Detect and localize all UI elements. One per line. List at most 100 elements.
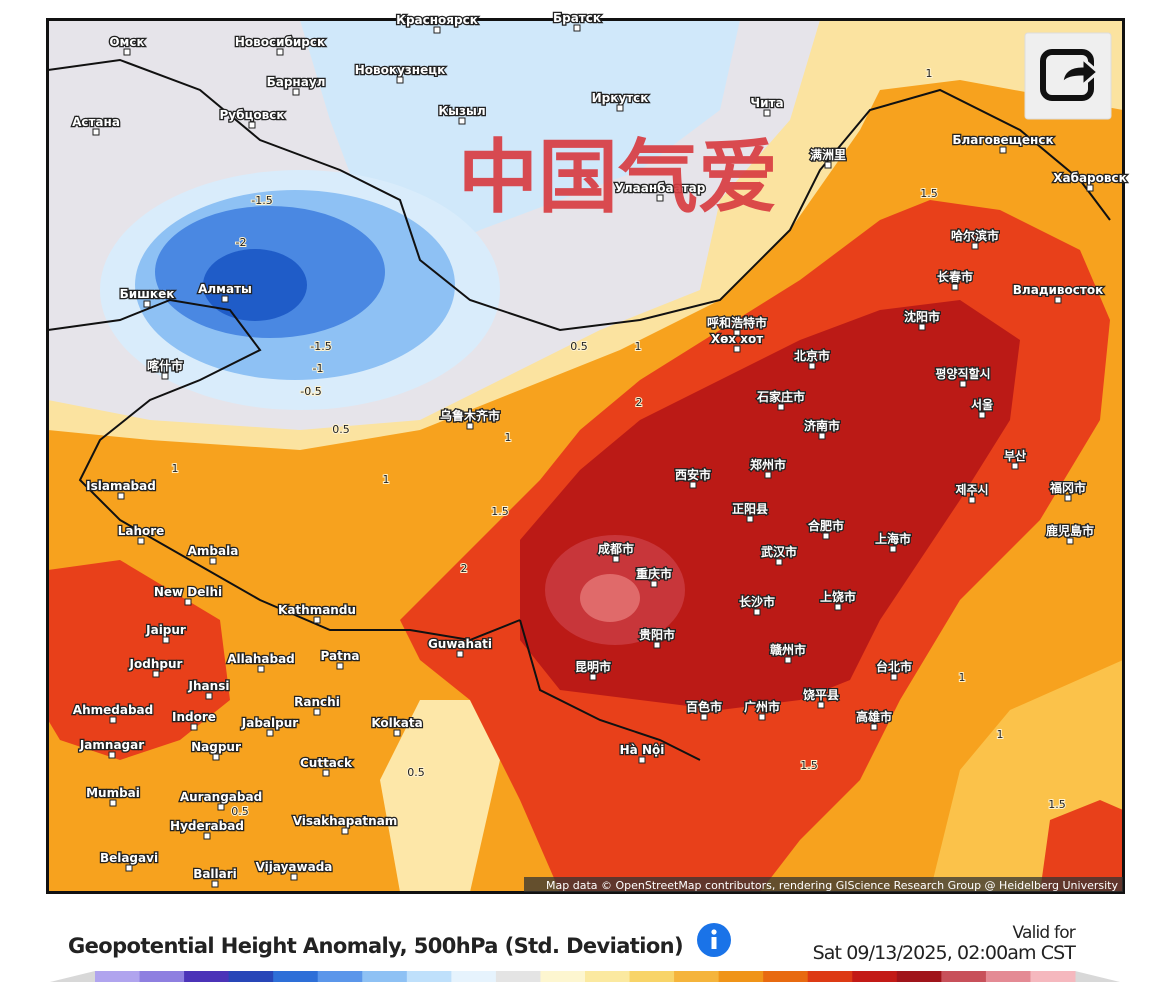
city-label: 제주시 [955, 483, 988, 497]
city-label: Patna [321, 649, 360, 663]
contour-label: 0.5 [407, 766, 425, 779]
city-label: Kathmandu [278, 603, 356, 617]
legend-end [50, 971, 95, 982]
city-marker [733, 345, 741, 353]
city-label: New Delhi [154, 585, 222, 599]
city-marker [393, 729, 401, 737]
city-label: Благовещенск [952, 133, 1053, 147]
borders [48, 58, 1111, 761]
contour-label: 1.5 [491, 505, 509, 518]
border-line [48, 58, 1111, 332]
legend-swatch [1030, 971, 1076, 982]
city-label: 上饶市 [820, 589, 856, 604]
city-marker [184, 598, 192, 606]
city-label: Кызыл [438, 104, 485, 118]
city-label: Jamnagar [79, 738, 144, 752]
info-icon-bar [711, 937, 717, 949]
contour-label: -1.5 [251, 194, 272, 207]
city-marker [209, 557, 217, 565]
legend-end [1075, 971, 1120, 982]
city-marker [764, 471, 772, 479]
city-label: 呼和浩特市 [707, 315, 767, 330]
city-marker [276, 48, 284, 56]
map [48, 20, 1123, 892]
anomaly-zone [380, 700, 500, 892]
city-label: Jaipur [145, 623, 186, 637]
contour-label: 1 [959, 671, 966, 684]
city-label: 高雄市 [856, 709, 892, 724]
map-labels: Омск Новосибирск Красноярск Братск Барнаул Но… [71, 10, 1128, 888]
city-marker [638, 756, 646, 764]
city-marker [818, 432, 826, 440]
city-marker [143, 300, 151, 308]
city-label: Indore [172, 710, 216, 724]
city-marker [221, 295, 229, 303]
city-label: 武汉市 [761, 544, 797, 559]
city-marker [108, 751, 116, 759]
city-marker [458, 117, 466, 125]
city-label: Хөх хот [711, 332, 763, 346]
city-label: Ambala [188, 544, 239, 558]
contour-label: 0.5 [570, 340, 588, 353]
share-arrow [1060, 54, 1101, 90]
city-label: 郑州市 [750, 457, 786, 472]
info-button[interactable] [697, 923, 731, 957]
contour-label: 1 [172, 462, 179, 475]
city-marker [589, 673, 597, 681]
contour-label: 1 [635, 340, 642, 353]
share-button[interactable] [1024, 32, 1112, 120]
city-label: Belagavi [100, 851, 158, 865]
city-marker [313, 616, 321, 624]
valid-label: Valid for [1012, 923, 1075, 943]
valid-time: Sat 09/13/2025, 02:00am CST [813, 942, 1077, 964]
contour-label: 1 [383, 473, 390, 486]
city-marker [125, 864, 133, 872]
contour-label: -1 [313, 362, 324, 375]
city-label: 正阳县 [732, 501, 768, 516]
city-marker [203, 832, 211, 840]
city-label: Visakhapatnam [293, 814, 398, 828]
city-marker [109, 716, 117, 724]
city-marker [822, 532, 830, 540]
city-label: 广州市 [744, 699, 780, 714]
city-label: Новокузнецк [355, 63, 446, 77]
city-label: Новосибирск [235, 35, 325, 49]
city-marker [123, 48, 131, 56]
city-label: Jhansi [188, 679, 230, 693]
city-marker [775, 558, 783, 566]
anomaly-zone [203, 249, 307, 321]
city-marker [753, 608, 761, 616]
contour-label: 1 [505, 431, 512, 444]
city-marker [978, 411, 986, 419]
attribution: Map data © OpenStreetMap contributors, r… [546, 879, 1118, 892]
city-marker [290, 873, 298, 881]
city-marker [248, 121, 256, 129]
city-marker [92, 128, 100, 136]
city-marker [266, 729, 274, 737]
city-label: 昆明市 [575, 659, 611, 674]
city-label: Рубцовск [220, 108, 285, 122]
contour-label: 1.5 [800, 759, 818, 772]
city-marker [211, 880, 219, 888]
city-label: Иркутск [592, 91, 649, 105]
city-marker [777, 403, 785, 411]
city-marker [746, 515, 754, 523]
city-marker [1054, 296, 1062, 304]
city-marker [456, 650, 464, 658]
city-label: 济南市 [804, 418, 840, 433]
city-label: Бишкек [120, 287, 175, 301]
border-line [48, 298, 521, 642]
city-label: Hyderabad [170, 819, 244, 833]
city-label: 上海市 [875, 531, 911, 546]
city-marker [162, 636, 170, 644]
anomaly-zone [48, 560, 230, 760]
city-label: Jodhpur [129, 657, 183, 671]
city-marker [824, 161, 832, 169]
city-label: 重庆市 [636, 566, 672, 581]
city-marker [650, 580, 658, 588]
city-label: 부산 [1004, 448, 1026, 463]
contour-label: -2 [236, 236, 247, 249]
map-frame [46, 18, 1125, 894]
legend-swatch [674, 971, 720, 982]
